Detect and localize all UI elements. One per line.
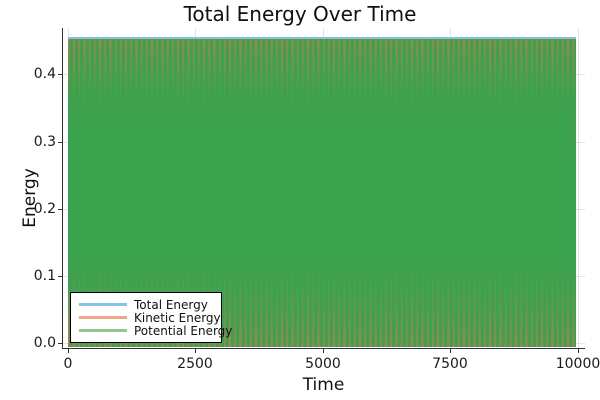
y-tick-0.1 bbox=[58, 275, 62, 277]
x-tick-label: 2500 bbox=[177, 356, 213, 372]
total-energy-line bbox=[68, 36, 576, 39]
x-tick-label: 5000 bbox=[305, 356, 341, 372]
gridline-x-10000 bbox=[577, 28, 579, 348]
y-tick-label: 0.0 bbox=[33, 335, 56, 351]
x-axis-label: Time bbox=[302, 375, 345, 395]
legend-label-kinetic: Kinetic Energy bbox=[134, 310, 221, 325]
total-energy-swatch bbox=[79, 303, 127, 306]
y-axis-label: Energy bbox=[20, 168, 40, 228]
legend-row-potential: Potential Energy bbox=[79, 324, 232, 337]
potential-energy-swatch bbox=[79, 329, 127, 332]
x-tick-label: 10000 bbox=[555, 356, 600, 372]
y-tick-0.2 bbox=[58, 208, 62, 210]
y-tick-label: 0.4 bbox=[33, 66, 56, 82]
legend-label-total: Total Energy bbox=[134, 297, 208, 312]
x-axis-spine bbox=[62, 348, 585, 350]
legend-row-kinetic: Kinetic Energy bbox=[79, 311, 221, 324]
chart-title: Total Energy Over Time bbox=[183, 2, 417, 26]
y-tick-label: 0.2 bbox=[33, 200, 56, 217]
y-tick-label: 0.3 bbox=[33, 133, 56, 150]
x-tick-0 bbox=[67, 349, 69, 353]
y-tick-0.3 bbox=[58, 141, 62, 143]
legend-row-total: Total Energy bbox=[79, 298, 217, 311]
kinetic-energy-swatch bbox=[79, 316, 127, 319]
x-tick-5000 bbox=[322, 349, 324, 353]
y-axis-spine bbox=[62, 28, 64, 348]
x-tick-label: 0 bbox=[63, 356, 73, 372]
x-tick-7500 bbox=[450, 349, 451, 353]
y-tick-0.0 bbox=[58, 343, 62, 344]
legend-label-potential: Potential Energy bbox=[134, 323, 233, 338]
y-tick-0.4 bbox=[58, 74, 62, 75]
legend: Total Energy Kinetic Energy Potential En… bbox=[70, 292, 232, 343]
y-tick-label: 0.1 bbox=[33, 267, 56, 284]
x-tick-10000 bbox=[577, 349, 579, 353]
x-tick-2500 bbox=[195, 349, 196, 353]
x-tick-label: 7500 bbox=[432, 356, 468, 372]
